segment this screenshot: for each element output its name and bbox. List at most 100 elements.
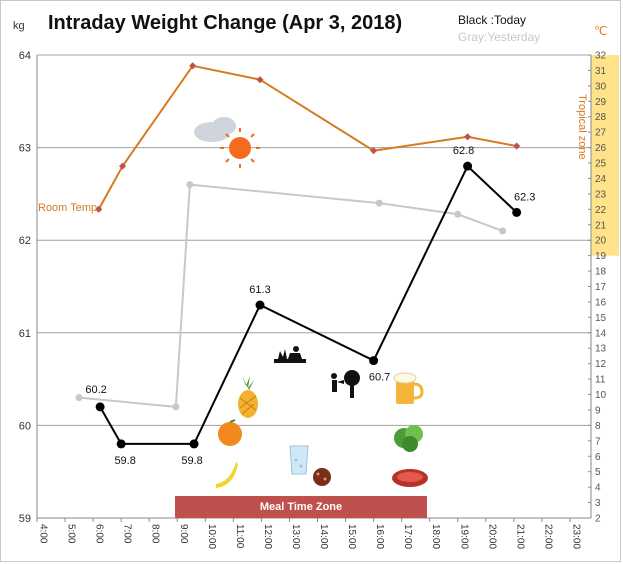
right-tick-label: 7 xyxy=(595,436,601,447)
x-tick-label: 6:00 xyxy=(94,524,105,544)
point-today xyxy=(463,161,473,171)
axes: 5960616263642345678910111213141516171819… xyxy=(19,50,607,549)
x-tick-label: 10:00 xyxy=(206,524,217,549)
point-yesterday xyxy=(454,210,462,218)
x-tick-label: 4:00 xyxy=(38,524,49,544)
right-tick-label: 22 xyxy=(595,205,607,216)
series-line-yesterday xyxy=(78,183,503,408)
right-tick-label: 26 xyxy=(595,143,607,154)
banana-icon xyxy=(216,462,238,488)
right-tick-label: 28 xyxy=(595,112,607,123)
right-tick-label: 15 xyxy=(595,313,607,324)
x-tick-label: 22:00 xyxy=(542,524,553,549)
data-label-today: 60.7 xyxy=(369,372,390,384)
data-label-today: 60.2 xyxy=(85,384,106,396)
right-tick-label: 8 xyxy=(595,421,601,432)
right-tick-label: 5 xyxy=(595,467,601,478)
right-tick-label: 3 xyxy=(595,498,601,509)
legend-today: Black :Today xyxy=(458,13,527,27)
series-line-room-temp xyxy=(97,64,517,210)
right-tick-label: 20 xyxy=(595,236,607,247)
right-tick-label: 19 xyxy=(595,251,607,262)
meal-time-zone: Meal Time Zone xyxy=(175,496,427,518)
watering-tree-icon xyxy=(331,370,360,398)
right-tick-label: 11 xyxy=(595,375,606,386)
point-room-temp xyxy=(513,142,521,150)
legend-yesterday: Gray:Yesterday xyxy=(458,30,541,44)
left-tick-label: 62 xyxy=(19,235,31,247)
left-tick-label: 59 xyxy=(19,513,31,525)
right-tick-label: 6 xyxy=(595,452,601,463)
right-tick-label: 12 xyxy=(595,359,607,370)
right-tick-label: 23 xyxy=(595,189,607,200)
x-tick-label: 20:00 xyxy=(486,524,497,549)
right-tick-label: 10 xyxy=(595,390,607,401)
water-glass-icon xyxy=(289,445,309,475)
right-tick-label: 31 xyxy=(595,66,607,77)
data-label-today: 62.3 xyxy=(514,191,535,203)
point-today xyxy=(369,356,379,366)
left-tick-label: 60 xyxy=(19,420,31,432)
right-tick-label: 16 xyxy=(595,297,607,308)
tropical-zone-label: Tropical zone xyxy=(576,94,588,160)
right-tick-label: 9 xyxy=(595,405,601,416)
pineapple-icon xyxy=(238,376,258,418)
x-tick-label: 8:00 xyxy=(150,524,161,544)
x-tick-label: 19:00 xyxy=(458,524,469,549)
icons-layer xyxy=(194,117,428,488)
left-tick-label: 64 xyxy=(19,50,31,62)
point-room-temp xyxy=(256,76,264,84)
right-tick-label: 14 xyxy=(595,328,607,339)
room-temp-label: Room Temp. xyxy=(38,202,101,214)
x-tick-label: 5:00 xyxy=(66,524,77,544)
x-tick-label: 23:00 xyxy=(570,524,581,549)
cloud-sun-icon xyxy=(194,117,260,168)
x-tick-label: 16:00 xyxy=(374,524,385,549)
point-yesterday xyxy=(375,199,383,207)
x-tick-label: 11:00 xyxy=(234,524,245,549)
right-tick-label: 21 xyxy=(595,220,607,231)
data-label-today: 61.3 xyxy=(249,284,270,296)
beer-icon xyxy=(393,372,424,404)
point-today xyxy=(512,207,522,217)
orange-icon xyxy=(218,419,242,446)
data-label-today: 59.8 xyxy=(181,455,202,467)
point-today xyxy=(116,439,126,449)
chart-title: Intraday Weight Change (Apr 3, 2018) xyxy=(48,12,403,34)
right-tick-label: 30 xyxy=(595,81,607,92)
point-yesterday xyxy=(172,403,180,411)
left-axis-unit: kg xyxy=(13,20,25,32)
right-tick-label: 4 xyxy=(595,483,601,494)
gridlines xyxy=(37,54,591,519)
right-tick-label: 32 xyxy=(595,51,607,62)
right-tick-label: 18 xyxy=(595,267,607,278)
x-tick-label: 21:00 xyxy=(514,524,525,549)
point-room-temp xyxy=(370,147,378,155)
right-tick-label: 29 xyxy=(595,97,607,108)
right-tick-label: 17 xyxy=(595,282,607,293)
right-tick-label: 2 xyxy=(595,514,601,525)
x-tick-label: 9:00 xyxy=(178,524,189,544)
left-tick-label: 61 xyxy=(19,328,31,340)
x-tick-label: 7:00 xyxy=(122,524,133,544)
cookie-icon xyxy=(313,468,331,486)
point-today xyxy=(189,439,199,449)
point-room-temp xyxy=(95,205,103,213)
data-label-today: 59.8 xyxy=(114,455,135,467)
point-yesterday xyxy=(186,181,194,189)
data-label-today: 62.8 xyxy=(453,145,474,157)
right-axis-unit: ℃ xyxy=(594,24,608,38)
point-yesterday xyxy=(75,394,83,402)
x-tick-label: 18:00 xyxy=(430,524,441,549)
steak-icon xyxy=(392,469,428,487)
right-tick-label: 13 xyxy=(595,344,607,355)
point-room-temp xyxy=(119,162,127,170)
gardening-icon xyxy=(274,346,306,363)
series-line-today xyxy=(99,164,518,445)
tropical-zone-band xyxy=(591,55,619,256)
right-tick-label: 25 xyxy=(595,159,607,170)
x-tick-label: 17:00 xyxy=(402,524,413,549)
left-tick-label: 63 xyxy=(19,143,31,155)
